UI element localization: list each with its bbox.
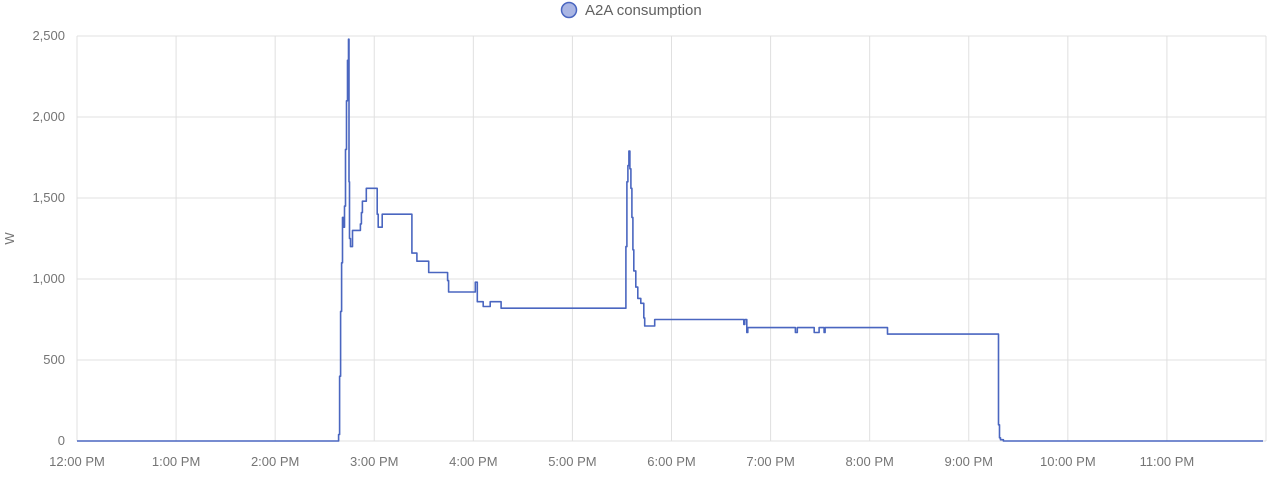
legend-label[interactable]: A2A consumption xyxy=(585,2,702,19)
x-tick-label: 9:00 PM xyxy=(945,454,993,469)
x-tick-label: 5:00 PM xyxy=(548,454,596,469)
x-tick-label: 3:00 PM xyxy=(350,454,398,469)
x-tick-label: 1:00 PM xyxy=(152,454,200,469)
x-tick-label: 6:00 PM xyxy=(647,454,695,469)
x-axis-ticks: 12:00 PM 1:00 PM 2:00 PM 3:00 PM 4:00 PM 5:00… xyxy=(49,454,1194,469)
y-tick-label: 500 xyxy=(43,352,65,367)
legend[interactable]: A2A consumption xyxy=(560,1,702,19)
y-tick-label: 1,000 xyxy=(32,271,65,286)
x-tick-label: 2:00 PM xyxy=(251,454,299,469)
x-tick-label: 10:00 PM xyxy=(1040,454,1096,469)
x-tick-label: 4:00 PM xyxy=(449,454,497,469)
y-axis-title: W xyxy=(2,232,17,245)
y-tick-label: 2,000 xyxy=(32,109,65,124)
y-tick-label: 0 xyxy=(58,433,65,448)
y-tick-label: 1,500 xyxy=(32,190,65,205)
x-tick-label: 7:00 PM xyxy=(746,454,794,469)
grid xyxy=(76,35,1267,442)
y-tick-label: 2,500 xyxy=(32,28,65,43)
x-tick-label: 12:00 PM xyxy=(49,454,105,469)
series-layer xyxy=(77,38,1263,442)
x-tick-label: 8:00 PM xyxy=(845,454,893,469)
x-tick-label: 11:00 PM xyxy=(1140,454,1195,469)
y-axis-ticks: 0 500 1,000 1,500 2,000 2,500 xyxy=(32,28,65,448)
series-line xyxy=(77,38,1263,442)
legend-swatch[interactable] xyxy=(560,1,578,19)
